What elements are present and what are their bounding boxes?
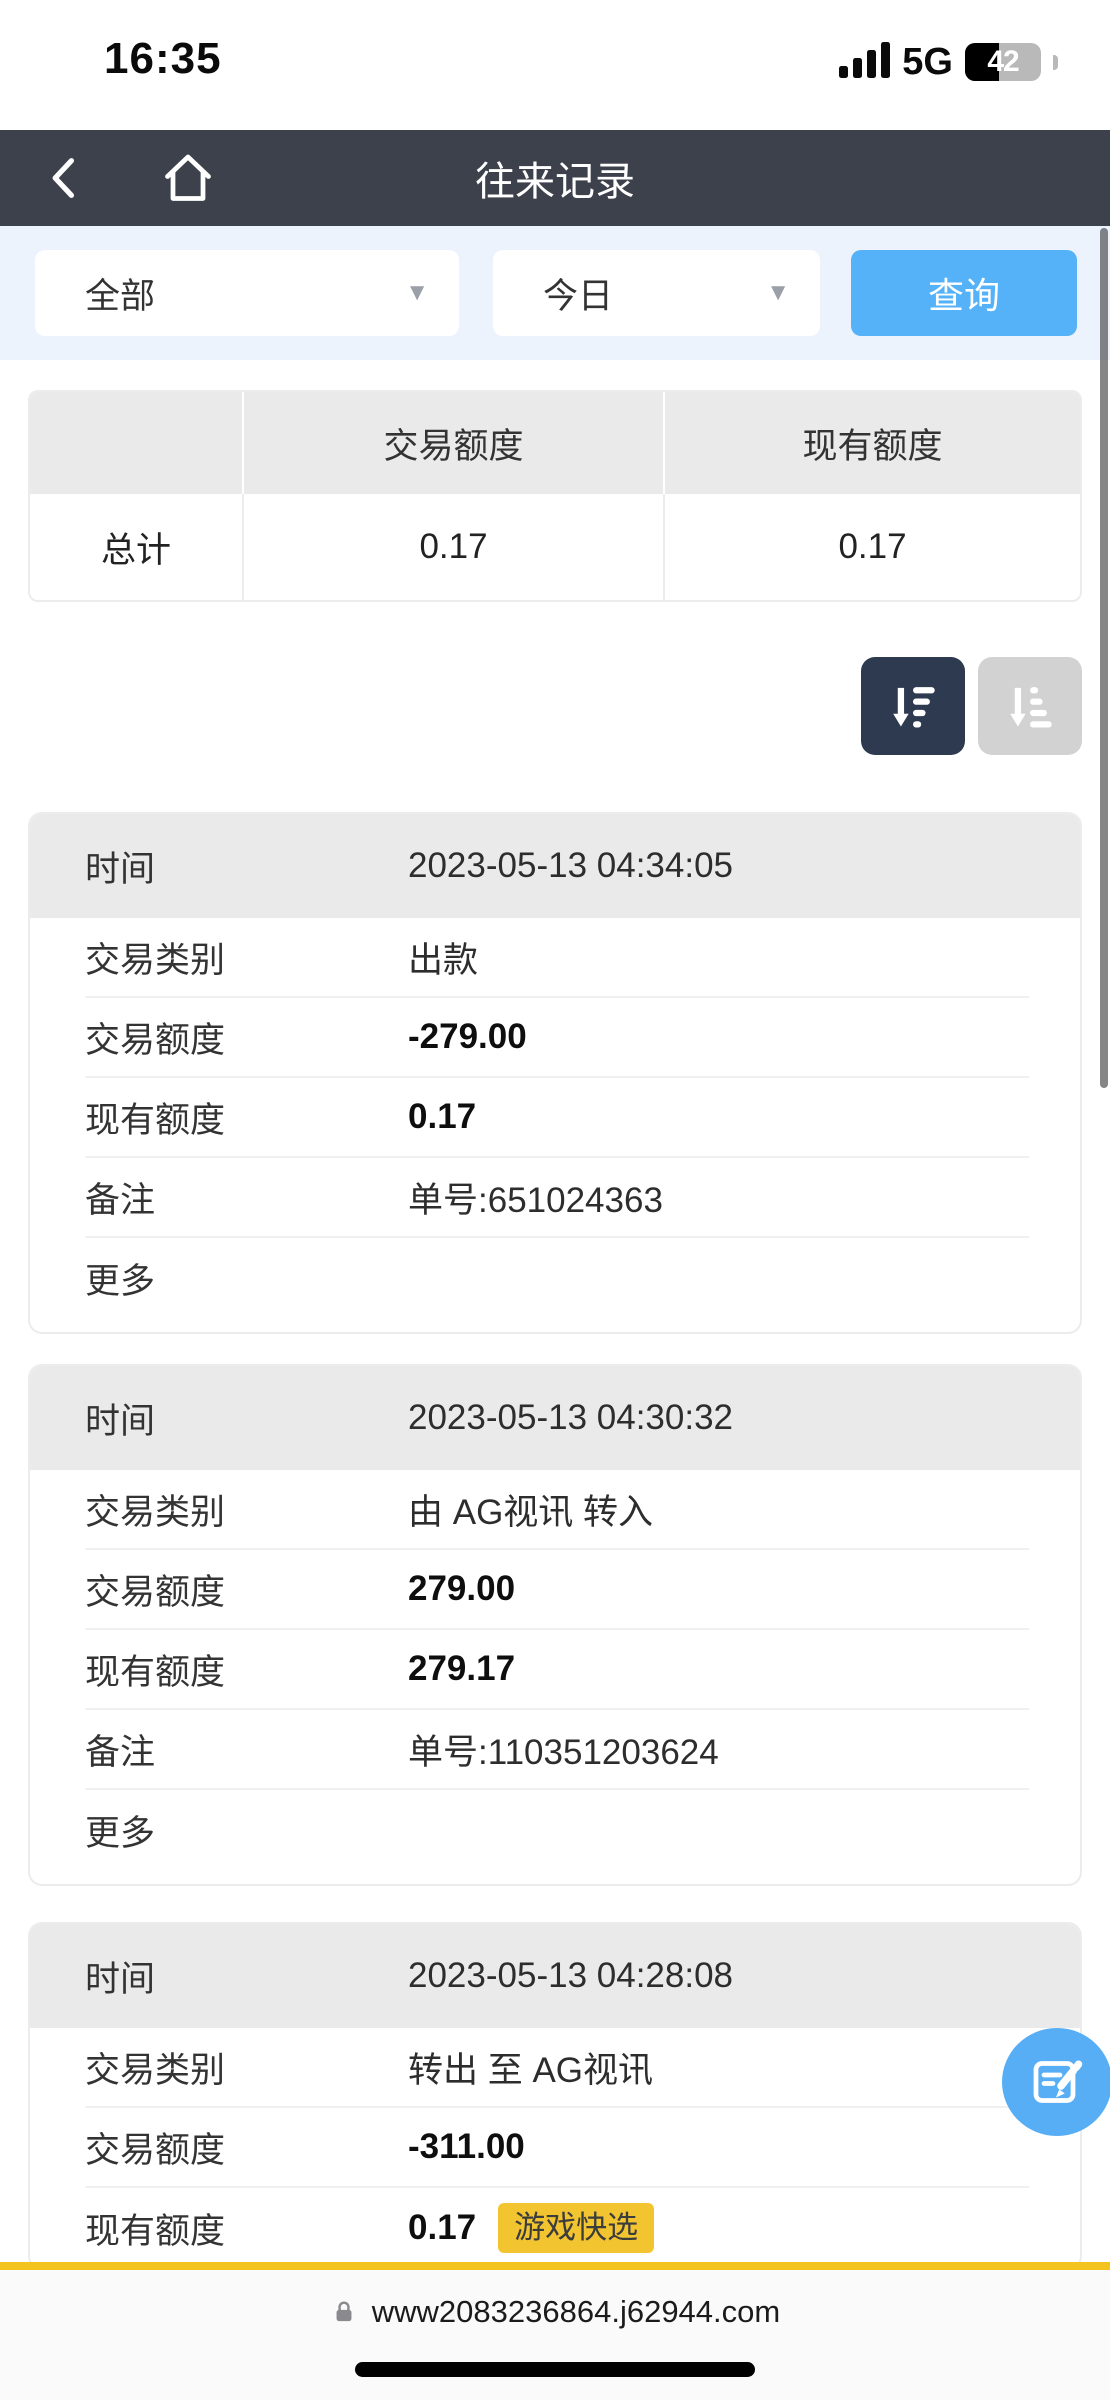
balance-label: 现有额度	[85, 1652, 226, 1692]
balance-value: 279.17	[408, 1649, 516, 1688]
status-icons: 5G 42	[839, 40, 1058, 84]
category-value: 出款	[408, 940, 479, 980]
page-title: 往来记录	[475, 160, 635, 204]
time-value: 2023-05-13 04:30:32	[408, 1398, 733, 1437]
summary-header-trade: 交易额度	[242, 392, 663, 494]
balance-label: 现有额度	[85, 1100, 226, 1140]
record-amount-row: 交易额度 -279.00	[85, 998, 1029, 1078]
more-toggle[interactable]: 更多	[85, 1813, 156, 1853]
summary-header-row: 交易额度 现有额度	[30, 392, 1080, 494]
summary-header-balance: 现有额度	[663, 392, 1080, 494]
record-balance-row: 现有额度 279.17	[85, 1630, 1029, 1710]
remark-label: 备注	[85, 1732, 156, 1772]
edit-fab-button[interactable]	[1002, 2028, 1110, 2136]
home-icon	[165, 154, 211, 201]
status-time: 16:35	[104, 34, 222, 83]
home-indicator[interactable]	[355, 2362, 755, 2377]
record-time-row: 时间 2023-05-13 04:30:32	[30, 1366, 1080, 1470]
record-card: 时间 2023-05-13 04:30:32 交易类别 由 AG视讯 转入 交易…	[28, 1364, 1082, 1886]
address-bar[interactable]: www2083236864.j62944.com	[0, 2294, 1110, 2330]
filter-bar: 全部 ▼ 今日 ▼ 查询	[0, 226, 1110, 360]
chevron-left-icon	[52, 158, 75, 198]
remark-value: 单号:651024363	[408, 1180, 663, 1220]
amount-label: 交易额度	[85, 2130, 226, 2170]
record-amount-row: 交易额度 279.00	[85, 1550, 1029, 1630]
lock-icon	[336, 2301, 352, 2322]
category-value: 由 AG视讯 转入	[408, 1492, 654, 1532]
signal-strength-icon	[839, 40, 891, 84]
more-toggle[interactable]: 更多	[85, 1261, 156, 1301]
home-button[interactable]	[158, 148, 218, 208]
record-balance-row: 现有额度 0.17	[85, 1078, 1029, 1158]
time-label: 时间	[85, 1959, 156, 1999]
time-label: 时间	[85, 1401, 156, 1441]
battery-cap	[1053, 54, 1058, 70]
category-label: 交易类别	[85, 1492, 226, 1532]
url-text: www2083236864.j62944.com	[371, 2294, 781, 2329]
browser-bottom-bar: www2083236864.j62944.com	[0, 2270, 1110, 2400]
record-more-row: 更多	[85, 1790, 1029, 1870]
chevron-down-icon: ▼	[405, 279, 429, 306]
record-remark-row: 备注 单号:651024363	[85, 1158, 1029, 1238]
game-quick-select-badge[interactable]: 游戏快选	[498, 2202, 655, 2254]
category-dropdown-value: 全部	[85, 276, 156, 316]
summary-total-trade: 0.17	[242, 494, 663, 600]
record-category-row: 交易类别 由 AG视讯 转入	[85, 1470, 1029, 1550]
record-card: 时间 2023-05-13 04:34:05 交易类别 出款 交易额度 -279…	[28, 812, 1082, 1334]
yellow-notice-bar	[0, 2262, 1110, 2270]
sort-descending-icon	[893, 687, 935, 728]
time-label: 时间	[85, 849, 156, 889]
record-amount-row: 交易额度 -311.00	[85, 2108, 1029, 2188]
sort-ascending-icon	[1010, 687, 1052, 728]
record-category-row: 交易类别 出款	[85, 918, 1029, 998]
record-balance-row: 现有额度 0.17 游戏快选	[85, 2188, 1029, 2268]
summary-total-label: 总计	[100, 530, 171, 570]
record-time-row: 时间 2023-05-13 04:28:08	[30, 1924, 1080, 2028]
sort-controls	[28, 657, 1082, 755]
amount-value: -279.00	[408, 1017, 527, 1056]
record-card: 时间 2023-05-13 04:28:08 交易类别 转出 至 AG视讯 交易…	[28, 1922, 1082, 2270]
balance-label: 现有额度	[85, 2211, 226, 2251]
balance-value: 0.17	[408, 2208, 477, 2247]
sort-ascending-button[interactable]	[978, 657, 1082, 755]
chevron-down-icon: ▼	[766, 279, 790, 306]
status-bar: 16:35 5G 42	[0, 0, 1110, 130]
record-category-row: 交易类别 转出 至 AG视讯	[85, 2028, 1029, 2108]
record-more-row: 更多	[85, 1238, 1029, 1318]
summary-table: 交易额度 现有额度 总计 0.17 0.17	[28, 390, 1082, 602]
date-dropdown-value: 今日	[543, 276, 614, 316]
date-dropdown[interactable]: 今日 ▼	[493, 250, 820, 336]
time-value: 2023-05-13 04:28:08	[408, 1956, 733, 1995]
back-button[interactable]	[40, 152, 92, 204]
amount-value: -311.00	[408, 2127, 525, 2166]
category-value: 转出 至 AG视讯	[408, 2050, 654, 2090]
battery-fill	[965, 43, 1000, 81]
balance-value: 0.17	[408, 1097, 477, 1136]
network-type-label: 5G	[902, 40, 953, 83]
sort-descending-button[interactable]	[861, 657, 965, 755]
category-label: 交易类别	[85, 940, 226, 980]
amount-label: 交易额度	[85, 1572, 226, 1612]
amount-label: 交易额度	[85, 1020, 226, 1060]
nav-bar: 往来记录	[0, 130, 1110, 226]
query-button[interactable]: 查询	[851, 250, 1077, 336]
summary-total-balance: 0.17	[663, 494, 1080, 600]
battery-percent: 42	[987, 45, 1019, 78]
battery-icon: 42	[965, 43, 1041, 81]
edit-note-icon	[1033, 2060, 1083, 2103]
scrollbar-thumb[interactable]	[1100, 228, 1108, 1088]
record-remark-row: 备注 单号:110351203624	[85, 1710, 1029, 1790]
category-label: 交易类别	[85, 2050, 226, 2090]
category-dropdown[interactable]: 全部 ▼	[35, 250, 459, 336]
remark-value: 单号:110351203624	[408, 1732, 719, 1772]
time-value: 2023-05-13 04:34:05	[408, 846, 733, 885]
amount-value: 279.00	[408, 1569, 516, 1608]
summary-total-row: 总计 0.17 0.17	[30, 494, 1080, 600]
remark-label: 备注	[85, 1180, 156, 1220]
summary-header-empty	[30, 392, 242, 494]
record-time-row: 时间 2023-05-13 04:34:05	[30, 814, 1080, 918]
